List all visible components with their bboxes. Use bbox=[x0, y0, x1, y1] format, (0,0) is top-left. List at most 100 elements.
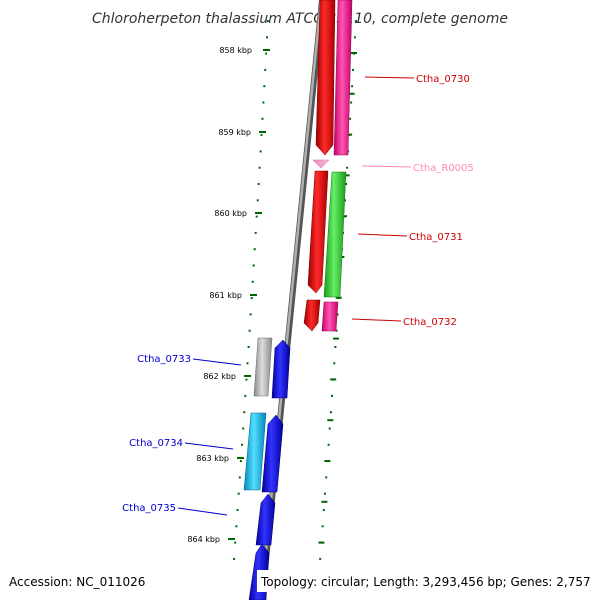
ctha-0730-cds-arrow[interactable] bbox=[315, 0, 336, 156]
track-dot bbox=[254, 231, 257, 234]
ctha-0733-label[interactable]: Ctha_0733 bbox=[137, 354, 191, 365]
track-dot bbox=[336, 313, 339, 316]
track-dot bbox=[244, 394, 247, 397]
track-dot bbox=[327, 443, 330, 446]
track-dot bbox=[266, 36, 268, 39]
track-dot bbox=[250, 297, 253, 300]
ctha-r0005-label[interactable]: Ctha_R0005 bbox=[413, 163, 474, 174]
track-dot bbox=[329, 411, 332, 414]
track-dot bbox=[260, 134, 263, 137]
ctha-0733-track-bar bbox=[253, 337, 273, 397]
track-dot bbox=[350, 101, 353, 104]
ctha-0732-cds-arrow[interactable] bbox=[303, 299, 321, 332]
track-dot bbox=[234, 541, 237, 544]
ctha-0731-cds-arrow[interactable] bbox=[307, 170, 329, 294]
gene-ctha-0735[interactable] bbox=[255, 493, 276, 546]
gene-ctha-0733[interactable] bbox=[253, 337, 291, 399]
track-dot bbox=[246, 362, 249, 365]
track-dot bbox=[266, 20, 269, 22]
track-dot bbox=[322, 509, 325, 511]
track-dot bbox=[353, 36, 356, 39]
inner-tick-track bbox=[233, 20, 269, 560]
accession-background bbox=[4, 570, 149, 592]
gene-labels: Ctha_0730 Ctha_R0005 Ctha_0731 Ctha_0732… bbox=[122, 74, 474, 516]
forward-strand-features bbox=[303, 0, 353, 332]
tick-859: 859 kbp bbox=[218, 128, 266, 137]
track-dot bbox=[247, 346, 250, 348]
ctha-0734-track-bar bbox=[243, 412, 267, 491]
ctha-0733-leader bbox=[192, 358, 242, 366]
ctha-0731-leader bbox=[357, 233, 408, 237]
track-dash bbox=[333, 337, 339, 340]
gene-ctha-0732[interactable] bbox=[303, 299, 339, 332]
track-dot bbox=[346, 166, 349, 169]
track-dot bbox=[258, 166, 261, 169]
ctha-0732-leader bbox=[351, 318, 402, 322]
track-dash bbox=[318, 541, 325, 544]
track-dot bbox=[243, 411, 246, 414]
ctha-0731-track-bar bbox=[323, 171, 347, 298]
track-dot bbox=[252, 264, 255, 267]
ctha-0731-label[interactable]: Ctha_0731 bbox=[409, 232, 463, 243]
reverse-strand-features bbox=[243, 337, 291, 600]
track-dot bbox=[331, 394, 333, 397]
tick-858: 858 kbp bbox=[219, 46, 270, 55]
track-dot bbox=[241, 443, 243, 446]
tick-863: 863 kbp bbox=[196, 454, 244, 463]
tick-label-862: 862 kbp bbox=[203, 372, 236, 381]
track-dash bbox=[343, 174, 350, 177]
track-dot bbox=[237, 492, 240, 495]
track-dot bbox=[242, 427, 245, 430]
tick-860: 860 kbp bbox=[214, 209, 262, 218]
ctha-0730-leader bbox=[364, 76, 415, 79]
ctha-0735-cds-arrow[interactable] bbox=[255, 493, 276, 546]
track-dash bbox=[327, 419, 334, 422]
gene-ctha-0734[interactable] bbox=[243, 412, 284, 493]
track-dot bbox=[351, 85, 354, 88]
gene-ctha-0730[interactable] bbox=[315, 0, 353, 156]
track-dot bbox=[264, 68, 267, 71]
track-dash bbox=[351, 52, 357, 54]
map-title: Chloroherpeton thalassium ATCC 35110, co… bbox=[92, 11, 508, 27]
track-dot bbox=[236, 509, 239, 511]
tick-label-858: 858 kbp bbox=[219, 46, 252, 55]
ctha-0734-label[interactable]: Ctha_0734 bbox=[129, 438, 183, 449]
track-dot bbox=[352, 68, 354, 71]
ctha-0734-cds-arrow[interactable] bbox=[261, 414, 284, 493]
ctha-0735-label[interactable]: Ctha_0735 bbox=[122, 503, 176, 514]
track-dot bbox=[235, 525, 238, 528]
ctha-r0005-rna-arrow[interactable] bbox=[312, 159, 330, 169]
track-dot bbox=[265, 52, 268, 55]
ctha-0733-cds-arrow[interactable] bbox=[271, 339, 291, 399]
scale-ticks: 858 kbp 859 kbp 860 kbp 861 kbp 862 kbp … bbox=[187, 46, 270, 544]
tick-864: 864 kbp bbox=[187, 535, 235, 544]
tick-label-861: 861 kbp bbox=[209, 291, 242, 300]
track-dot bbox=[334, 346, 337, 348]
tick-label-859: 859 kbp bbox=[218, 128, 251, 137]
track-dot bbox=[248, 329, 251, 332]
gene-ctha-r0005[interactable] bbox=[312, 159, 330, 169]
ctha-0730-track-bar bbox=[333, 0, 353, 156]
track-dot bbox=[345, 183, 348, 185]
track-dot bbox=[257, 183, 260, 185]
track-dash bbox=[346, 133, 353, 136]
gene-ctha-0731[interactable] bbox=[307, 170, 347, 298]
track-dash bbox=[348, 92, 355, 95]
track-dot bbox=[324, 492, 326, 495]
ctha-0730-label[interactable]: Ctha_0730 bbox=[416, 74, 470, 85]
track-dot bbox=[262, 101, 265, 104]
tick-label-860: 860 kbp bbox=[214, 209, 247, 218]
track-dot bbox=[321, 525, 324, 528]
track-dot bbox=[328, 427, 331, 430]
tick-862: 862 kbp bbox=[203, 372, 251, 381]
tick-label-863: 863 kbp bbox=[196, 454, 229, 463]
ctha-0732-label[interactable]: Ctha_0732 bbox=[403, 317, 457, 328]
track-dot bbox=[263, 85, 266, 88]
track-dot bbox=[245, 378, 248, 381]
track-dash bbox=[324, 460, 331, 462]
track-dot bbox=[233, 557, 236, 560]
track-dot bbox=[255, 215, 258, 218]
track-dash bbox=[330, 378, 337, 381]
